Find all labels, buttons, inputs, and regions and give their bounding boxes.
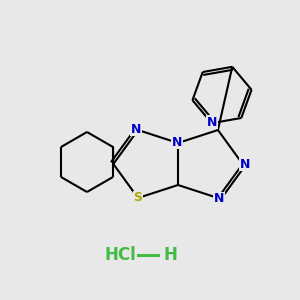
Text: N: N (207, 116, 217, 129)
Text: H: H (163, 246, 177, 264)
Text: HCl: HCl (104, 246, 136, 264)
Text: N: N (239, 158, 250, 170)
Text: N: N (214, 193, 224, 206)
Text: N: N (131, 122, 141, 136)
Text: S: S (134, 191, 142, 205)
Text: N: N (172, 136, 182, 148)
